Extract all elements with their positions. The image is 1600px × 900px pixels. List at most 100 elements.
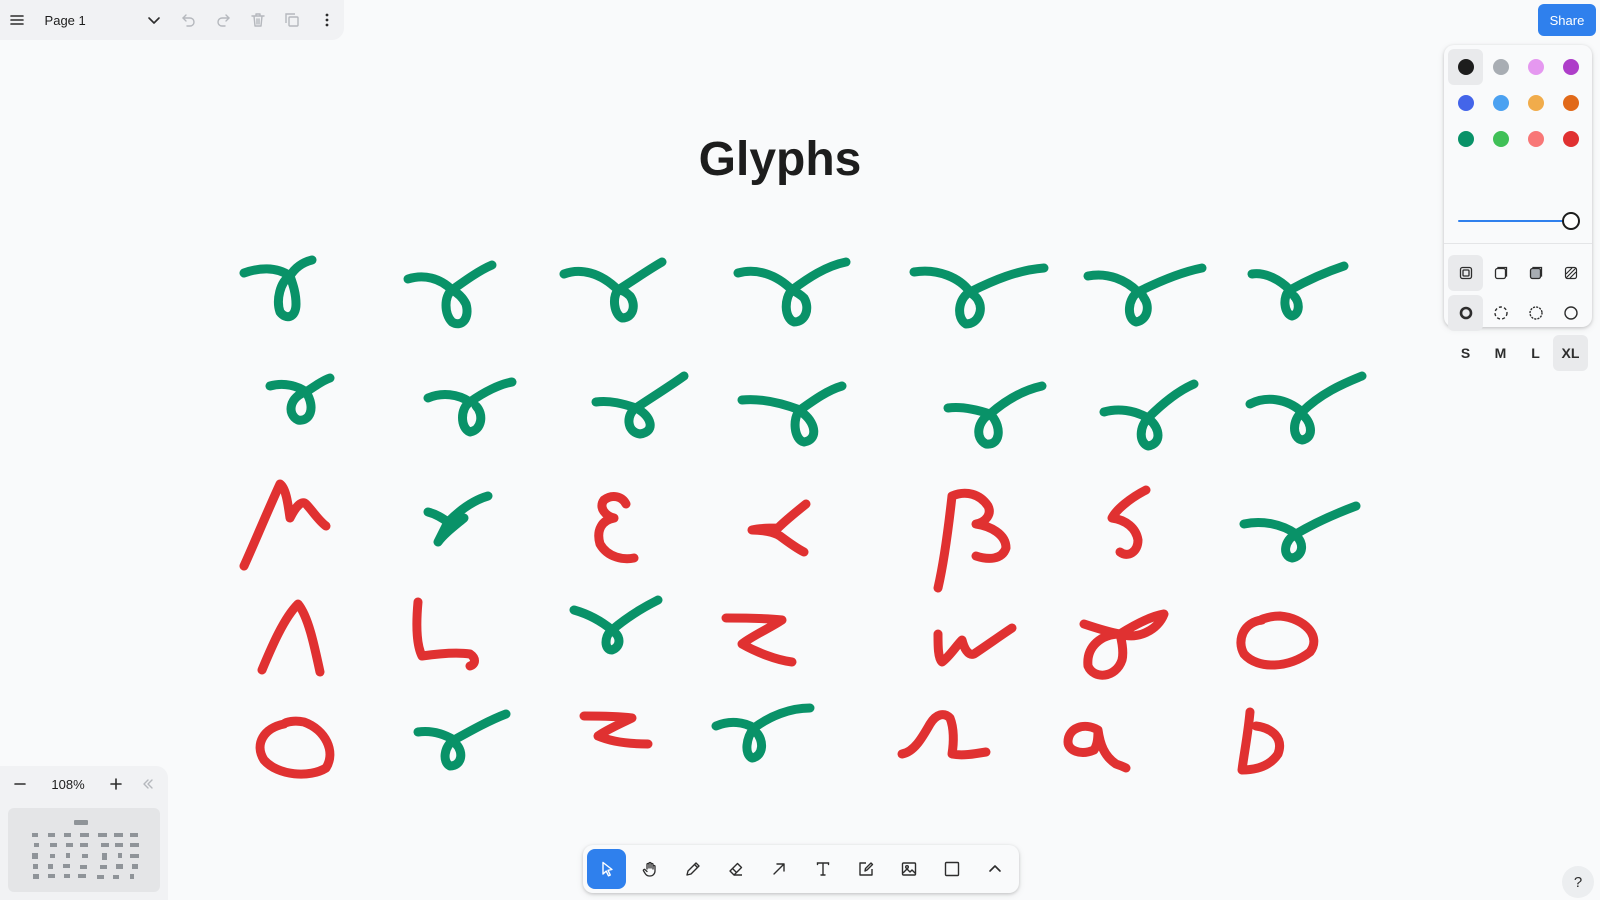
fill-options bbox=[1448, 255, 1588, 291]
glyph-stroke[interactable] bbox=[423, 377, 517, 437]
help-button[interactable]: ? bbox=[1562, 866, 1594, 898]
size-option-l[interactable]: L bbox=[1531, 345, 1540, 361]
text-icon[interactable] bbox=[803, 849, 842, 889]
glyph-stroke[interactable] bbox=[897, 710, 991, 760]
fill-pattern-icon[interactable] bbox=[1553, 255, 1588, 291]
glyph-stroke[interactable] bbox=[1063, 722, 1131, 773]
glyph-stroke[interactable] bbox=[412, 597, 479, 671]
redo-icon[interactable] bbox=[206, 0, 241, 40]
glyph-stroke[interactable] bbox=[721, 613, 797, 667]
zoom-level[interactable]: 108% bbox=[51, 776, 85, 792]
glyph-stroke[interactable] bbox=[1239, 501, 1361, 563]
panel-divider bbox=[1444, 243, 1592, 244]
glyph-stroke[interactable] bbox=[423, 491, 493, 547]
glyph-stroke[interactable] bbox=[1079, 609, 1169, 680]
main-toolbar bbox=[583, 845, 1019, 893]
glyph-stroke[interactable] bbox=[933, 623, 1017, 667]
share-button[interactable]: Share bbox=[1538, 4, 1596, 36]
color-swatch-light-blue[interactable] bbox=[1483, 85, 1518, 121]
dash-dashed-icon[interactable] bbox=[1483, 295, 1518, 331]
chevron-up-icon[interactable] bbox=[976, 849, 1015, 889]
pencil-icon[interactable] bbox=[673, 849, 712, 889]
opacity-slider[interactable] bbox=[1458, 209, 1584, 233]
glyph-stroke[interactable] bbox=[943, 381, 1047, 449]
color-swatch-grey[interactable] bbox=[1483, 49, 1518, 85]
glyph-stroke[interactable] bbox=[239, 479, 331, 571]
color-swatch-yellow[interactable] bbox=[1518, 85, 1553, 121]
color-swatch-red[interactable] bbox=[1553, 121, 1588, 157]
glyph-stroke[interactable] bbox=[559, 257, 667, 323]
size-option-xl[interactable]: XL bbox=[1553, 335, 1588, 371]
glyph-stroke[interactable] bbox=[1236, 611, 1319, 670]
glyph-stroke[interactable] bbox=[1237, 707, 1284, 775]
arrow-icon[interactable] bbox=[760, 849, 799, 889]
glyph-stroke[interactable] bbox=[257, 599, 325, 677]
color-swatch-green[interactable] bbox=[1448, 121, 1483, 157]
glyph-stroke[interactable] bbox=[569, 595, 663, 655]
duplicate-icon[interactable] bbox=[275, 0, 310, 40]
color-swatch-violet[interactable] bbox=[1553, 49, 1588, 85]
canvas-title-text[interactable]: Glyphs bbox=[698, 133, 862, 186]
glyph-stroke[interactable] bbox=[239, 255, 317, 322]
color-swatch-black[interactable] bbox=[1448, 49, 1483, 85]
glyph-stroke[interactable] bbox=[1083, 263, 1207, 327]
glyph-stroke[interactable] bbox=[711, 703, 815, 763]
zoom-out-icon[interactable] bbox=[4, 766, 36, 802]
eraser-icon[interactable] bbox=[717, 849, 756, 889]
color-swatch-light-red[interactable] bbox=[1518, 121, 1553, 157]
more-vertical-icon[interactable] bbox=[309, 0, 344, 40]
dash-dotted-icon[interactable] bbox=[1518, 295, 1553, 331]
rectangle-icon[interactable] bbox=[933, 849, 972, 889]
size-option-s[interactable]: S bbox=[1460, 345, 1471, 361]
glyph-stroke[interactable] bbox=[933, 488, 1011, 593]
glyph-stroke[interactable] bbox=[591, 371, 689, 439]
note-icon[interactable] bbox=[846, 849, 885, 889]
fill-none-icon[interactable] bbox=[1448, 255, 1483, 291]
page-name[interactable]: Page 1 bbox=[44, 12, 86, 28]
trash-icon[interactable] bbox=[240, 0, 275, 40]
fill-semi-icon[interactable] bbox=[1483, 255, 1518, 291]
glyph-stroke[interactable] bbox=[255, 716, 335, 779]
hamburger-menu-icon[interactable] bbox=[0, 0, 35, 40]
opacity-slider-thumb[interactable] bbox=[1562, 212, 1580, 230]
color-dot bbox=[1527, 59, 1544, 75]
glyph-stroke[interactable] bbox=[1099, 379, 1199, 451]
collapse-minimap-icon[interactable] bbox=[132, 766, 164, 802]
glyph-stroke[interactable] bbox=[265, 373, 335, 425]
color-dot bbox=[1527, 95, 1544, 111]
color-swatch-light-violet[interactable] bbox=[1518, 49, 1553, 85]
zoom-panel: 108% bbox=[0, 766, 168, 900]
glyph-stroke[interactable] bbox=[594, 492, 639, 564]
glyph-stroke[interactable] bbox=[403, 260, 497, 329]
glyph-stroke[interactable] bbox=[733, 257, 851, 327]
hand-icon[interactable] bbox=[630, 849, 669, 889]
drawing-canvas[interactable]: Glyphs bbox=[0, 40, 1440, 830]
color-dot bbox=[1492, 131, 1509, 147]
glyph-stroke[interactable] bbox=[1245, 371, 1367, 445]
glyph-stroke[interactable] bbox=[1247, 261, 1349, 321]
color-dot bbox=[1492, 59, 1509, 75]
size-option-m[interactable]: M bbox=[1494, 345, 1507, 361]
glyph-stroke[interactable] bbox=[1107, 485, 1151, 559]
color-swatch-light-green[interactable] bbox=[1483, 121, 1518, 157]
color-swatch-blue[interactable] bbox=[1448, 85, 1483, 121]
glyph-stroke[interactable] bbox=[737, 381, 847, 447]
fill-solid-icon[interactable] bbox=[1518, 255, 1553, 291]
glyph-stroke[interactable] bbox=[413, 709, 511, 771]
zoom-in-icon[interactable] bbox=[100, 766, 132, 802]
chevron-down-icon[interactable] bbox=[137, 0, 172, 40]
select-icon[interactable] bbox=[587, 849, 627, 889]
glyph-stroke[interactable] bbox=[909, 263, 1049, 329]
undo-icon[interactable] bbox=[171, 0, 206, 40]
glyph-stroke[interactable] bbox=[747, 499, 811, 557]
page-menu: Page 1 bbox=[0, 0, 344, 40]
color-dot bbox=[1562, 131, 1579, 147]
color-dot bbox=[1492, 95, 1509, 111]
color-swatch-orange[interactable] bbox=[1553, 85, 1588, 121]
color-dot bbox=[1457, 59, 1474, 75]
dash-draw-icon[interactable] bbox=[1448, 295, 1483, 331]
image-icon[interactable] bbox=[889, 849, 928, 889]
dash-solid-icon[interactable] bbox=[1553, 295, 1588, 331]
minimap[interactable] bbox=[8, 808, 160, 892]
glyph-stroke[interactable] bbox=[579, 711, 653, 749]
